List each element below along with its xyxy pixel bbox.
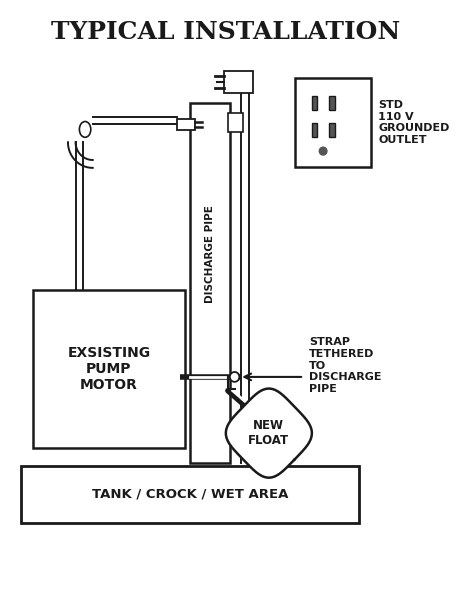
Ellipse shape [79,122,91,137]
Circle shape [319,147,327,155]
Text: STRAP
TETHERED
TO
DISCHARGE
PIPE: STRAP TETHERED TO DISCHARGE PIPE [309,337,382,394]
Text: TYPICAL INSTALLATION: TYPICAL INSTALLATION [51,20,401,44]
Bar [329,96,334,110]
Polygon shape [226,389,312,478]
Bar [224,71,253,93]
Bar [295,78,371,167]
Text: TANK / CROCK / WET AREA: TANK / CROCK / WET AREA [92,488,289,501]
Bar [228,113,243,133]
Bar [177,119,195,130]
Text: STD
110 V
GROUNDED
OUTLET: STD 110 V GROUNDED OUTLET [378,100,450,145]
Bar [33,290,185,448]
Bar [21,466,359,523]
Bar [329,124,334,137]
Text: NEW
FLOAT: NEW FLOAT [248,419,290,447]
Text: EXSISTING
PUMP
MOTOR: EXSISTING PUMP MOTOR [67,346,150,392]
Bar [190,103,230,463]
Bar [311,124,318,137]
Circle shape [230,372,240,382]
Text: DISCHARGE PIPE: DISCHARGE PIPE [205,205,215,303]
Bar [311,96,318,110]
